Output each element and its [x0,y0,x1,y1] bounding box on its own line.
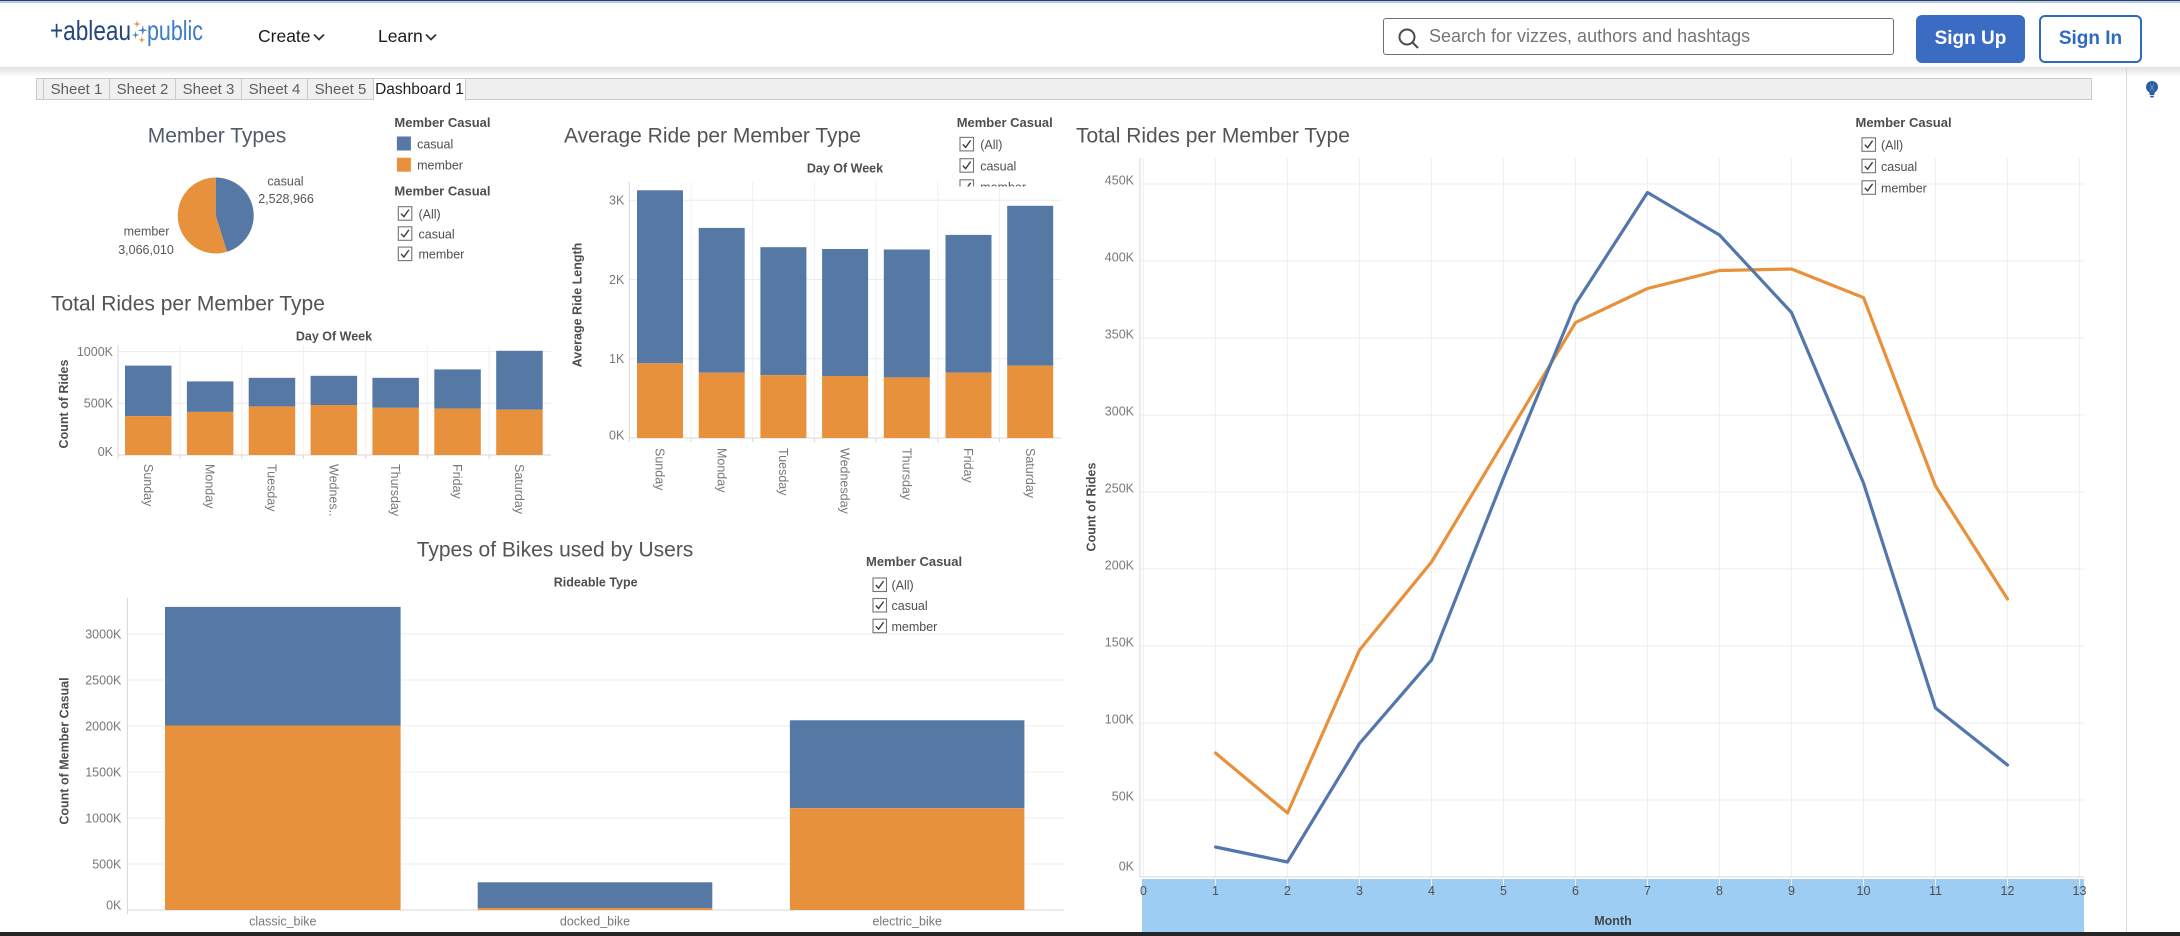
svg-text:200K: 200K [1105,558,1135,572]
svg-text:Thursday: Thursday [388,464,402,517]
svg-text:Member Casual: Member Casual [394,115,490,130]
svg-text:1K: 1K [609,352,625,366]
svg-text:public: public [147,15,203,46]
svg-text:300K: 300K [1105,404,1135,418]
svg-text:5: 5 [1500,884,1507,898]
svg-text:0K: 0K [98,445,114,459]
svg-text:(All): (All) [419,207,441,221]
svg-text:member: member [419,248,465,262]
svg-text:(All): (All) [892,579,914,593]
svg-text:11: 11 [1929,884,1942,898]
svg-text:Saturday: Saturday [1023,448,1037,499]
svg-text:500K: 500K [92,857,122,871]
svg-text:Sunday: Sunday [653,448,667,491]
svg-text:500K: 500K [84,397,114,411]
svg-text:4: 4 [1428,884,1435,898]
svg-text:Wednes..: Wednes.. [326,464,340,517]
svg-text:1000K: 1000K [85,811,122,825]
svg-text:Total Rides per Member Type: Total Rides per Member Type [51,292,325,315]
svg-text:member: member [1881,181,1927,195]
svg-text:Count of Rides: Count of Rides [57,360,71,449]
svg-text:Day Of Week: Day Of Week [296,329,372,343]
svg-text:Total Rides per Member Type: Total Rides per Member Type [1076,124,1350,147]
svg-text:Member Casual: Member Casual [1856,115,1952,130]
svg-text:Count of Rides: Count of Rides [1084,463,1098,552]
svg-text:member: member [892,620,938,634]
svg-text:casual: casual [417,137,453,151]
svg-text:Monday: Monday [714,448,728,493]
svg-text:Member Casual: Member Casual [394,184,490,199]
svg-text:Day Of Week: Day Of Week [807,161,883,175]
svg-text:member: member [980,180,1026,194]
svg-text:classic_bike: classic_bike [249,914,316,928]
svg-text:Saturday: Saturday [512,464,526,515]
svg-text:Friday: Friday [450,464,464,499]
svg-text:350K: 350K [1105,327,1135,341]
svg-text:1: 1 [1212,884,1219,898]
svg-text:2500K: 2500K [85,673,122,687]
svg-text:13: 13 [2073,884,2087,898]
svg-text:150K: 150K [1105,635,1135,649]
svg-text:2000K: 2000K [85,719,122,733]
svg-text:3: 3 [1356,884,1363,898]
svg-text:Thursday: Thursday [899,448,913,501]
svg-text:Tuesday: Tuesday [265,464,279,512]
svg-text:casual: casual [980,159,1016,173]
svg-text:Member Types: Member Types [148,124,287,147]
svg-text:Tuesday: Tuesday [776,448,790,496]
svg-text:12: 12 [2001,884,2015,898]
svg-text:casual: casual [267,174,303,188]
svg-text:0K: 0K [609,428,625,442]
svg-text:0: 0 [1140,884,1147,898]
svg-text:0K: 0K [106,898,122,912]
svg-text:0K: 0K [1119,859,1135,873]
svg-text:2K: 2K [609,273,625,287]
svg-text:casual: casual [1881,160,1917,174]
svg-text:Types of Bikes used by Users: Types of Bikes used by Users [417,538,694,561]
svg-text:(All): (All) [980,138,1002,152]
svg-text:3000K: 3000K [85,627,122,641]
svg-text:Wednesday: Wednesday [838,448,852,515]
svg-text:member: member [417,158,463,172]
svg-text:6: 6 [1572,884,1579,898]
svg-text:10: 10 [1857,884,1871,898]
svg-text:50K: 50K [1112,789,1135,803]
svg-text:450K: 450K [1105,173,1135,187]
svg-text:7: 7 [1644,884,1651,898]
svg-text:2: 2 [1284,884,1291,898]
svg-text:8: 8 [1716,884,1723,898]
svg-text:Sunday: Sunday [141,464,155,507]
svg-text:(All): (All) [1881,138,1903,152]
svg-text:2,528,966: 2,528,966 [258,192,314,206]
svg-text:250K: 250K [1105,481,1135,495]
svg-text:electric_bike: electric_bike [872,914,942,928]
svg-text:Friday: Friday [961,448,975,483]
svg-text:3K: 3K [609,194,625,208]
svg-text:1000K: 1000K [77,345,114,359]
svg-text:9: 9 [1788,884,1795,898]
svg-text:Average Ride per Member Type: Average Ride per Member Type [564,124,861,147]
svg-text:Average Ride Length: Average Ride Length [570,243,584,368]
svg-text:400K: 400K [1105,250,1135,264]
svg-text:casual: casual [892,599,928,613]
svg-text:100K: 100K [1105,712,1135,726]
svg-text:member: member [124,225,170,239]
svg-text:+ableau: +ableau [50,15,131,46]
svg-text:casual: casual [419,227,455,241]
svg-text:docked_bike: docked_bike [560,914,630,928]
svg-text:Member Casual: Member Casual [957,115,1053,130]
svg-text:3,066,010: 3,066,010 [118,243,174,257]
svg-text:Count of Member Casual: Count of Member Casual [57,677,71,824]
svg-text:1500K: 1500K [85,765,122,779]
svg-text:Rideable Type: Rideable Type [554,575,638,589]
svg-text:Month: Month [1594,914,1631,928]
svg-text:Member Casual: Member Casual [866,554,962,569]
svg-text:Monday: Monday [203,464,217,509]
